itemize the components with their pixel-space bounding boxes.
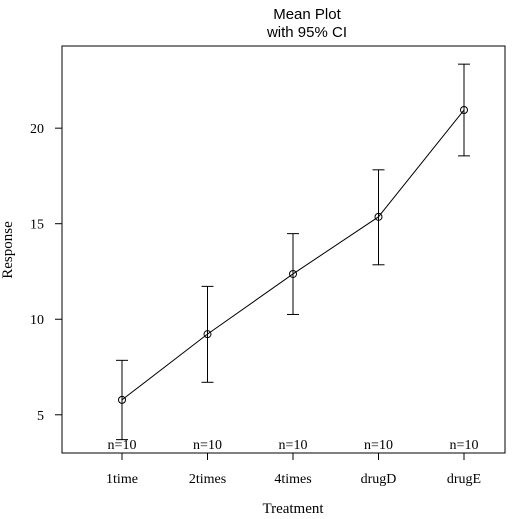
mean-point-2 — [289, 269, 297, 278]
mean-point-3 — [374, 212, 383, 221]
y-axis-label: Response — [0, 221, 16, 279]
chart-title: Mean Plot — [273, 6, 341, 23]
x-axis-label: Treatment — [262, 501, 324, 517]
x-tick-label-0: 1time — [106, 472, 138, 487]
mean-points — [118, 106, 468, 404]
sample-size-labels: n=10 n=10 n=10 n=10 n=10 — [108, 438, 479, 453]
n-label-1: n=10 — [193, 438, 222, 453]
x-tick-label-4: drugE — [447, 472, 481, 487]
mean-point-0 — [118, 395, 126, 404]
mean-point-4 — [460, 106, 468, 115]
y-tick-label-1: 10 — [30, 313, 44, 328]
plot-frame — [61, 45, 506, 454]
y-tick-label-0: 5 — [37, 409, 44, 424]
x-tick-label-3: drugD — [361, 472, 397, 487]
mean-line — [121, 109, 465, 401]
x-tick-label-2: 4times — [274, 472, 311, 487]
n-label-4: n=10 — [450, 438, 479, 453]
confidence-intervals — [116, 63, 470, 441]
n-label-2: n=10 — [279, 438, 308, 453]
mean-point-1 — [203, 330, 212, 339]
x-tick-label-1: 2times — [189, 472, 226, 487]
x-axis: 1time 2times 4times drugD drugE — [106, 453, 481, 487]
chart-subtitle: with 95% CI — [266, 24, 347, 41]
y-tick-label-2: 15 — [30, 218, 44, 233]
n-label-3: n=10 — [364, 438, 393, 453]
y-axis: 5 10 15 20 — [30, 122, 62, 424]
n-label-0: n=10 — [108, 438, 137, 453]
y-tick-label-3: 20 — [30, 122, 44, 137]
ci-bar-0 — [116, 359, 128, 441]
